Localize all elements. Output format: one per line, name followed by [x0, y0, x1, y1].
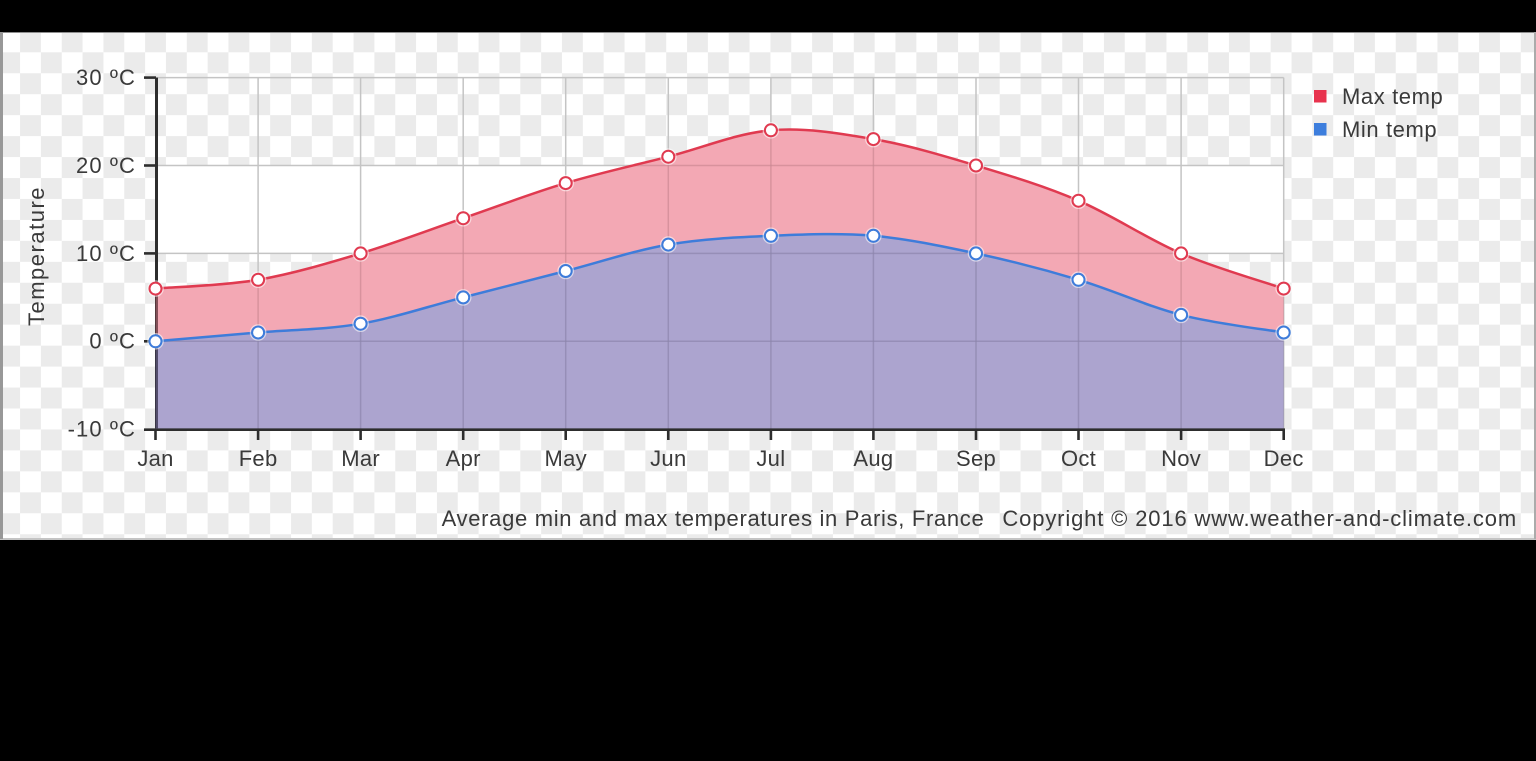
- svg-text:Nov: Nov: [1161, 446, 1201, 471]
- svg-text:Temperature: Temperature: [24, 186, 49, 326]
- svg-text:30 ºC: 30 ºC: [76, 65, 136, 90]
- svg-text:Jul: Jul: [756, 446, 785, 471]
- svg-text:Max temp: Max temp: [1342, 84, 1443, 109]
- svg-text:Copyright © 2016 www.weather-a: Copyright © 2016 www.weather-and-climate…: [1002, 506, 1517, 531]
- svg-text:10 ºC: 10 ºC: [76, 241, 136, 266]
- svg-text:Oct: Oct: [1061, 446, 1096, 471]
- svg-text:Min temp: Min temp: [1342, 117, 1437, 142]
- svg-text:Feb: Feb: [239, 446, 278, 471]
- svg-text:20 ºC: 20 ºC: [76, 153, 136, 178]
- svg-text:Average min and max temperatur: Average min and max temperatures in Pari…: [442, 506, 985, 531]
- svg-text:Aug: Aug: [853, 446, 893, 471]
- svg-text:Dec: Dec: [1264, 446, 1304, 471]
- svg-text:Apr: Apr: [446, 446, 481, 471]
- svg-text:Jan: Jan: [137, 446, 173, 471]
- svg-text:-10 ºC: -10 ºC: [68, 417, 136, 442]
- svg-text:Jun: Jun: [650, 446, 686, 471]
- svg-text:Mar: Mar: [341, 446, 380, 471]
- svg-text:May: May: [544, 446, 586, 471]
- svg-text:0 ºC: 0 ºC: [89, 329, 136, 354]
- svg-text:Sep: Sep: [956, 446, 996, 471]
